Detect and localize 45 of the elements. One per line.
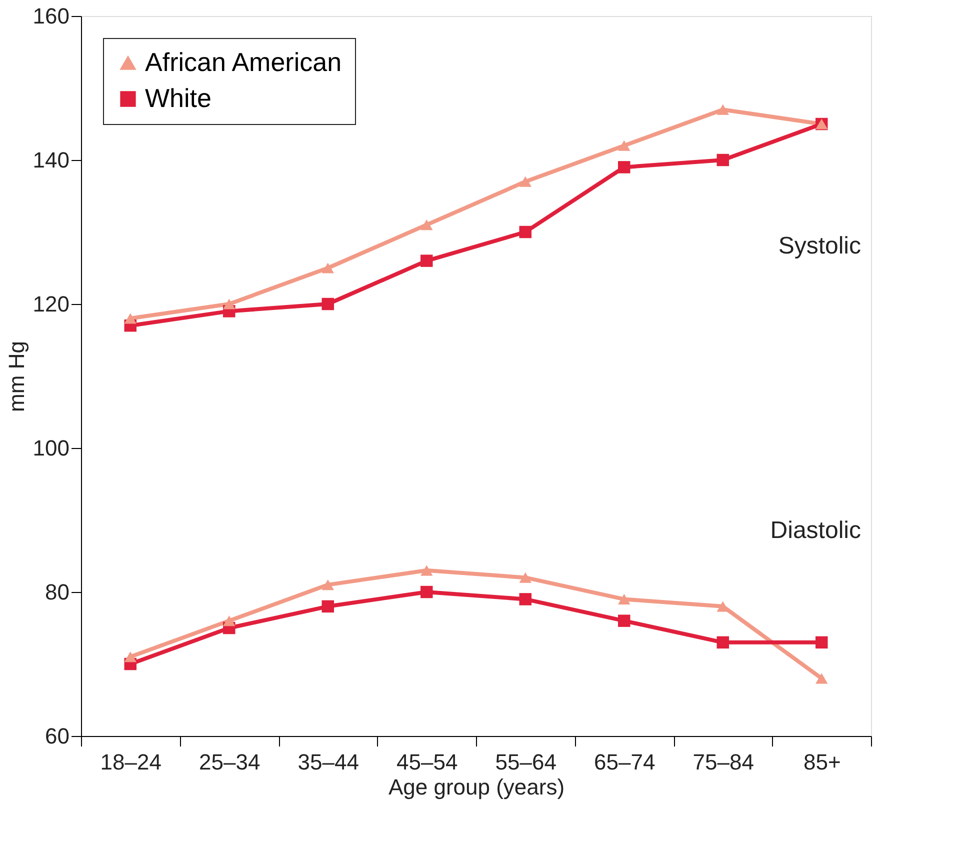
- point: [322, 600, 334, 613]
- y-axis-title: mm Hg: [4, 341, 29, 412]
- y-tick-label: 80: [45, 580, 70, 604]
- x-tick-label: 18–24: [100, 750, 162, 774]
- point: [519, 176, 532, 187]
- point: [519, 593, 532, 606]
- point: [618, 161, 630, 174]
- point: [716, 104, 729, 115]
- y-tick-label: 120: [32, 292, 70, 316]
- point: [816, 673, 828, 684]
- y-tick-label: 60: [45, 724, 70, 748]
- point: [322, 298, 334, 310]
- point: [124, 651, 136, 662]
- point: [420, 565, 433, 576]
- point: [618, 594, 630, 605]
- point: [519, 226, 532, 238]
- y-tick-label: 100: [32, 436, 70, 460]
- x-tick-label: 75–84: [692, 750, 754, 774]
- annotation: Diastolic: [770, 516, 861, 544]
- point: [322, 262, 334, 274]
- legend-label: White: [145, 83, 212, 113]
- point: [716, 154, 729, 166]
- point: [816, 636, 828, 649]
- x-tick-label: 85+: [803, 750, 841, 774]
- point: [420, 219, 433, 230]
- point: [618, 140, 630, 151]
- point: [716, 636, 729, 649]
- y-tick-label: 160: [32, 4, 70, 28]
- x-tick-label: 25–34: [199, 750, 260, 774]
- point: [420, 254, 433, 267]
- point: [420, 586, 433, 598]
- x-tick-label: 35–44: [298, 750, 359, 774]
- x-tick-label: 65–74: [594, 750, 656, 774]
- x-tick-label: 55–64: [495, 750, 556, 774]
- point: [618, 614, 630, 627]
- point: [124, 313, 136, 324]
- point: [223, 298, 236, 310]
- y-tick-label: 140: [32, 148, 70, 172]
- x-axis-title: Age group (years): [388, 774, 565, 800]
- x-tick-label: 45–54: [396, 750, 458, 774]
- point: [519, 572, 532, 583]
- annotation: Systolic: [778, 232, 861, 260]
- point: [223, 615, 236, 626]
- point: [322, 579, 334, 590]
- legend-label: African American: [145, 47, 342, 77]
